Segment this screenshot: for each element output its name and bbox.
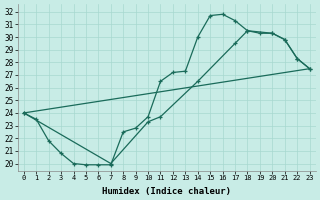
X-axis label: Humidex (Indice chaleur): Humidex (Indice chaleur) [102,187,231,196]
